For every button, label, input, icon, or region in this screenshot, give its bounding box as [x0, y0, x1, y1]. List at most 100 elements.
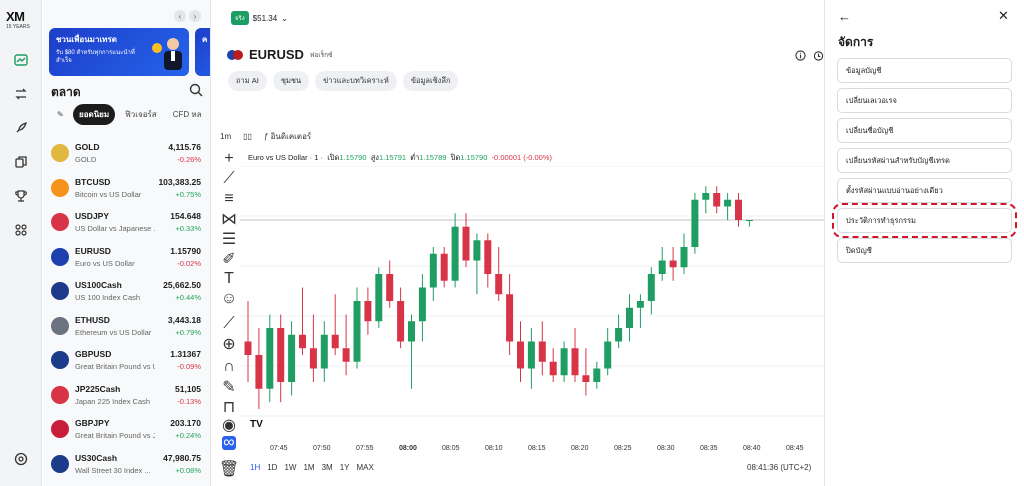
- chevron-left-icon[interactable]: ‹: [174, 10, 186, 22]
- range-1d[interactable]: 1D: [267, 463, 278, 472]
- candle-body: [484, 240, 492, 274]
- trash-icon[interactable]: 🗑: [218, 461, 240, 478]
- candlestick-chart[interactable]: [240, 166, 824, 446]
- news-analysis-button[interactable]: ข่าวและบทวิเคราะห์: [315, 71, 397, 91]
- brush-icon[interactable]: ✐: [222, 251, 236, 268]
- range-3m[interactable]: 3M: [321, 463, 333, 472]
- tab-futures[interactable]: ฟิวเจอร์ส: [125, 110, 157, 119]
- promo-banner[interactable]: ชวนเพื่อนมาเทรด รับ $80 สำหรับทุกการแนะน…: [49, 28, 189, 76]
- pencil-lock-icon[interactable]: ✎: [222, 379, 236, 396]
- zoom-icon[interactable]: ⊕: [222, 336, 236, 353]
- rocket-icon[interactable]: [13, 120, 29, 136]
- ask-ai-button[interactable]: ถาม AI: [228, 71, 267, 91]
- candle-body: [440, 253, 448, 281]
- market-row[interactable]: GBPUSD Great Britain Pound vs U... 1.31367…: [51, 344, 201, 378]
- chevron-right-icon[interactable]: ›: [189, 10, 201, 22]
- change-password-button[interactable]: เปลี่ยนรหัสผ่านสำหรับบัญชีเทรด: [837, 148, 1012, 173]
- alarm-icon[interactable]: [813, 50, 824, 61]
- search-icon[interactable]: [189, 83, 203, 97]
- text-icon[interactable]: T: [224, 270, 234, 287]
- instrument-flag-icon: [51, 144, 69, 162]
- support-icon[interactable]: [13, 451, 29, 467]
- change-leverage-button[interactable]: เปลี่ยนเลเวอเรจ: [837, 88, 1012, 113]
- market-row[interactable]: USDJPY US Dollar vs Japanese ... 154.648 +0…: [51, 206, 201, 240]
- instrument-flag-icon: [51, 316, 69, 335]
- account-balance[interactable]: จริง $51.34 ⌄: [231, 11, 288, 25]
- lock-icon[interactable]: ⊓: [222, 399, 236, 416]
- info-icon[interactable]: [795, 50, 806, 61]
- rename-account-button[interactable]: เปลี่ยนชื่อบัญชี: [837, 118, 1012, 143]
- candle-body: [636, 301, 644, 308]
- market-row[interactable]: GBPJPY Great Britain Pound vs J... 203.170…: [51, 413, 201, 447]
- chart-icon[interactable]: [13, 52, 29, 68]
- candle-body: [364, 301, 372, 322]
- instrument-name: Japan 225 Index Cash: [75, 396, 151, 406]
- candle-body: [288, 334, 296, 382]
- candle-body: [571, 348, 579, 376]
- account-info-button[interactable]: ข้อมูลบัญชี: [837, 58, 1012, 83]
- tab-popular[interactable]: ยอดนิยม: [73, 104, 116, 125]
- candle-body: [669, 260, 677, 268]
- x-tick-label: 08:35: [700, 445, 718, 452]
- market-row[interactable]: ETHUSD Ethereum vs US Dollar 3,443.18 +0.79…: [51, 310, 201, 344]
- close-account-button[interactable]: ปิดบัญชี: [837, 238, 1012, 263]
- indicators-button[interactable]: ƒ อินดิเคเตอร์: [263, 132, 312, 141]
- edit-icon[interactable]: ✎: [57, 110, 64, 119]
- candle-type-icon[interactable]: ▯▯: [243, 132, 252, 141]
- instrument-symbol: BTCUSD: [75, 176, 111, 187]
- copy-icon[interactable]: [13, 154, 29, 170]
- link-icon[interactable]: ∞: [222, 434, 236, 451]
- xm-logo[interactable]: XM 15 YEARS: [6, 9, 30, 30]
- candle-body: [680, 247, 688, 268]
- instrument-change: -0.02%: [177, 258, 201, 268]
- apps-icon[interactable]: [13, 222, 29, 238]
- promo-banner-next[interactable]: ค: [195, 28, 210, 76]
- exchange-icon[interactable]: [13, 86, 29, 102]
- insights-button[interactable]: ข้อมูลเชิงลึก: [402, 71, 459, 91]
- emoji-icon[interactable]: ☺: [220, 290, 238, 307]
- horizontal-lines-icon[interactable]: ≡: [224, 190, 234, 207]
- range-1y[interactable]: 1Y: [339, 463, 350, 472]
- trophy-icon[interactable]: [13, 188, 29, 204]
- instrument-symbol: USDJPY: [75, 211, 110, 221]
- instrument-name: Great Britain Pound vs J...: [75, 431, 155, 440]
- chart-panel: จริง $51.34 ⌄ EURUSD ฟอเร็กซ์ ถาม AI ชุม…: [212, 0, 824, 486]
- range-1w[interactable]: 1W: [284, 463, 297, 472]
- market-row[interactable]: JP225Cash Japan 225 Index Cash 51,105 -0.13…: [51, 379, 201, 413]
- instrument-flag-icon: [51, 454, 69, 473]
- instrument-name: Great Britain Pound vs U...: [75, 362, 155, 371]
- market-row[interactable]: BTCUSD Bitcoin vs US Dollar 103,383.25 +0.7…: [51, 172, 201, 206]
- crosshair-icon[interactable]: +: [224, 150, 234, 167]
- fib-icon[interactable]: ☰: [221, 231, 237, 248]
- x-tick-label: 07:50: [313, 445, 331, 452]
- chart-toolbar: 1m ▯▯ ƒ อินดิเคเตอร์: [220, 130, 311, 143]
- candle-body: [593, 368, 601, 382]
- candle-body: [309, 348, 317, 369]
- eye-icon[interactable]: ◉: [222, 417, 236, 434]
- ruler-icon[interactable]: ⟋: [223, 315, 235, 332]
- candle-body: [615, 328, 623, 342]
- candle-body: [626, 307, 633, 328]
- market-row[interactable]: EURUSD Euro vs US Dollar 1.15790 -0.02%: [51, 241, 201, 275]
- range-1h[interactable]: 1H: [250, 463, 261, 472]
- read-only-password-button[interactable]: ตั้งรหัสผ่านแบบอ่านอย่างเดียว: [837, 178, 1012, 203]
- close-icon[interactable]: ✕: [998, 8, 1009, 23]
- tab-cfd[interactable]: CFD หล: [172, 110, 202, 119]
- community-button[interactable]: ชุมชน: [272, 71, 310, 91]
- transaction-history-button[interactable]: ประวัติการทำธุรกรรม: [832, 203, 1017, 238]
- market-row[interactable]: US30Cash Wall Street 30 Index ... 47,980.7…: [51, 448, 201, 482]
- instrument-symbol: ETHUSD: [75, 314, 110, 325]
- back-arrow-icon[interactable]: ←: [838, 9, 851, 24]
- instrument-price: 1.15790: [170, 245, 201, 256]
- pattern-icon[interactable]: ⋈: [221, 211, 237, 228]
- range-max[interactable]: MAX: [356, 463, 374, 472]
- range-1m[interactable]: 1M: [303, 463, 315, 472]
- instrument-price: 203.170: [170, 418, 201, 428]
- market-row[interactable]: GOLD GOLD 4,115.76 -0.26%: [51, 137, 201, 171]
- magnet-icon[interactable]: ∩: [223, 358, 235, 375]
- market-row[interactable]: US100Cash US 100 Index Cash 25,662.50 +0.44…: [51, 275, 201, 309]
- instrument-change: +0.75%: [175, 189, 201, 199]
- trendline-icon[interactable]: ⟋: [223, 170, 235, 187]
- interval-selector[interactable]: 1m: [220, 132, 232, 141]
